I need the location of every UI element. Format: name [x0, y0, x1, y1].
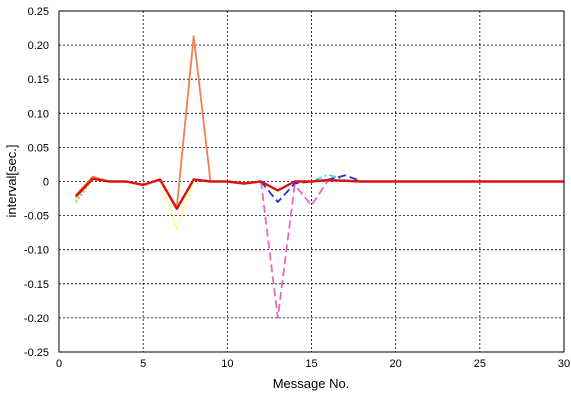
y-tick-label: 0.10: [28, 108, 49, 120]
y-tick-label: 0: [43, 177, 49, 189]
y-tick-label: -0.10: [24, 245, 49, 257]
y-tick-label: -0.25: [24, 347, 49, 359]
y-tick-label: -0.05: [24, 211, 49, 223]
x-tick-label: 0: [56, 358, 62, 370]
y-tick-label: 0.05: [28, 142, 49, 154]
series-line-4: [75, 177, 564, 319]
x-tick-labels: 0 5 10 15 20 25 30: [56, 358, 570, 370]
plot-frame: [58, 10, 565, 353]
series-line-7: [74, 177, 564, 211]
y-tick-label: 0.15: [28, 74, 49, 86]
y-tick-label: 0.25: [28, 6, 49, 18]
y-tick-label: -0.15: [24, 279, 49, 291]
x-tick-label: 15: [305, 358, 317, 370]
y-axis-label: interval[sec.]: [4, 145, 19, 218]
y-tick-label: 0.20: [28, 40, 49, 52]
y-tick-labels: 0.25 0.20 0.15 0.10 0.05 0 -0.05 -0.10 -0.15 -0.2…: [24, 6, 49, 359]
x-tick-label: 20: [390, 358, 402, 370]
grid: [59, 11, 564, 352]
series-lines: [74, 35, 564, 319]
x-tick-label: 10: [221, 358, 233, 370]
series-line-2: [75, 178, 564, 231]
x-axis-label: Message No.: [273, 376, 350, 391]
x-tick-label: 5: [140, 358, 146, 370]
x-tick-label: 30: [558, 358, 570, 370]
y-tick-label: -0.20: [24, 313, 49, 325]
x-tick-label: 25: [474, 358, 486, 370]
